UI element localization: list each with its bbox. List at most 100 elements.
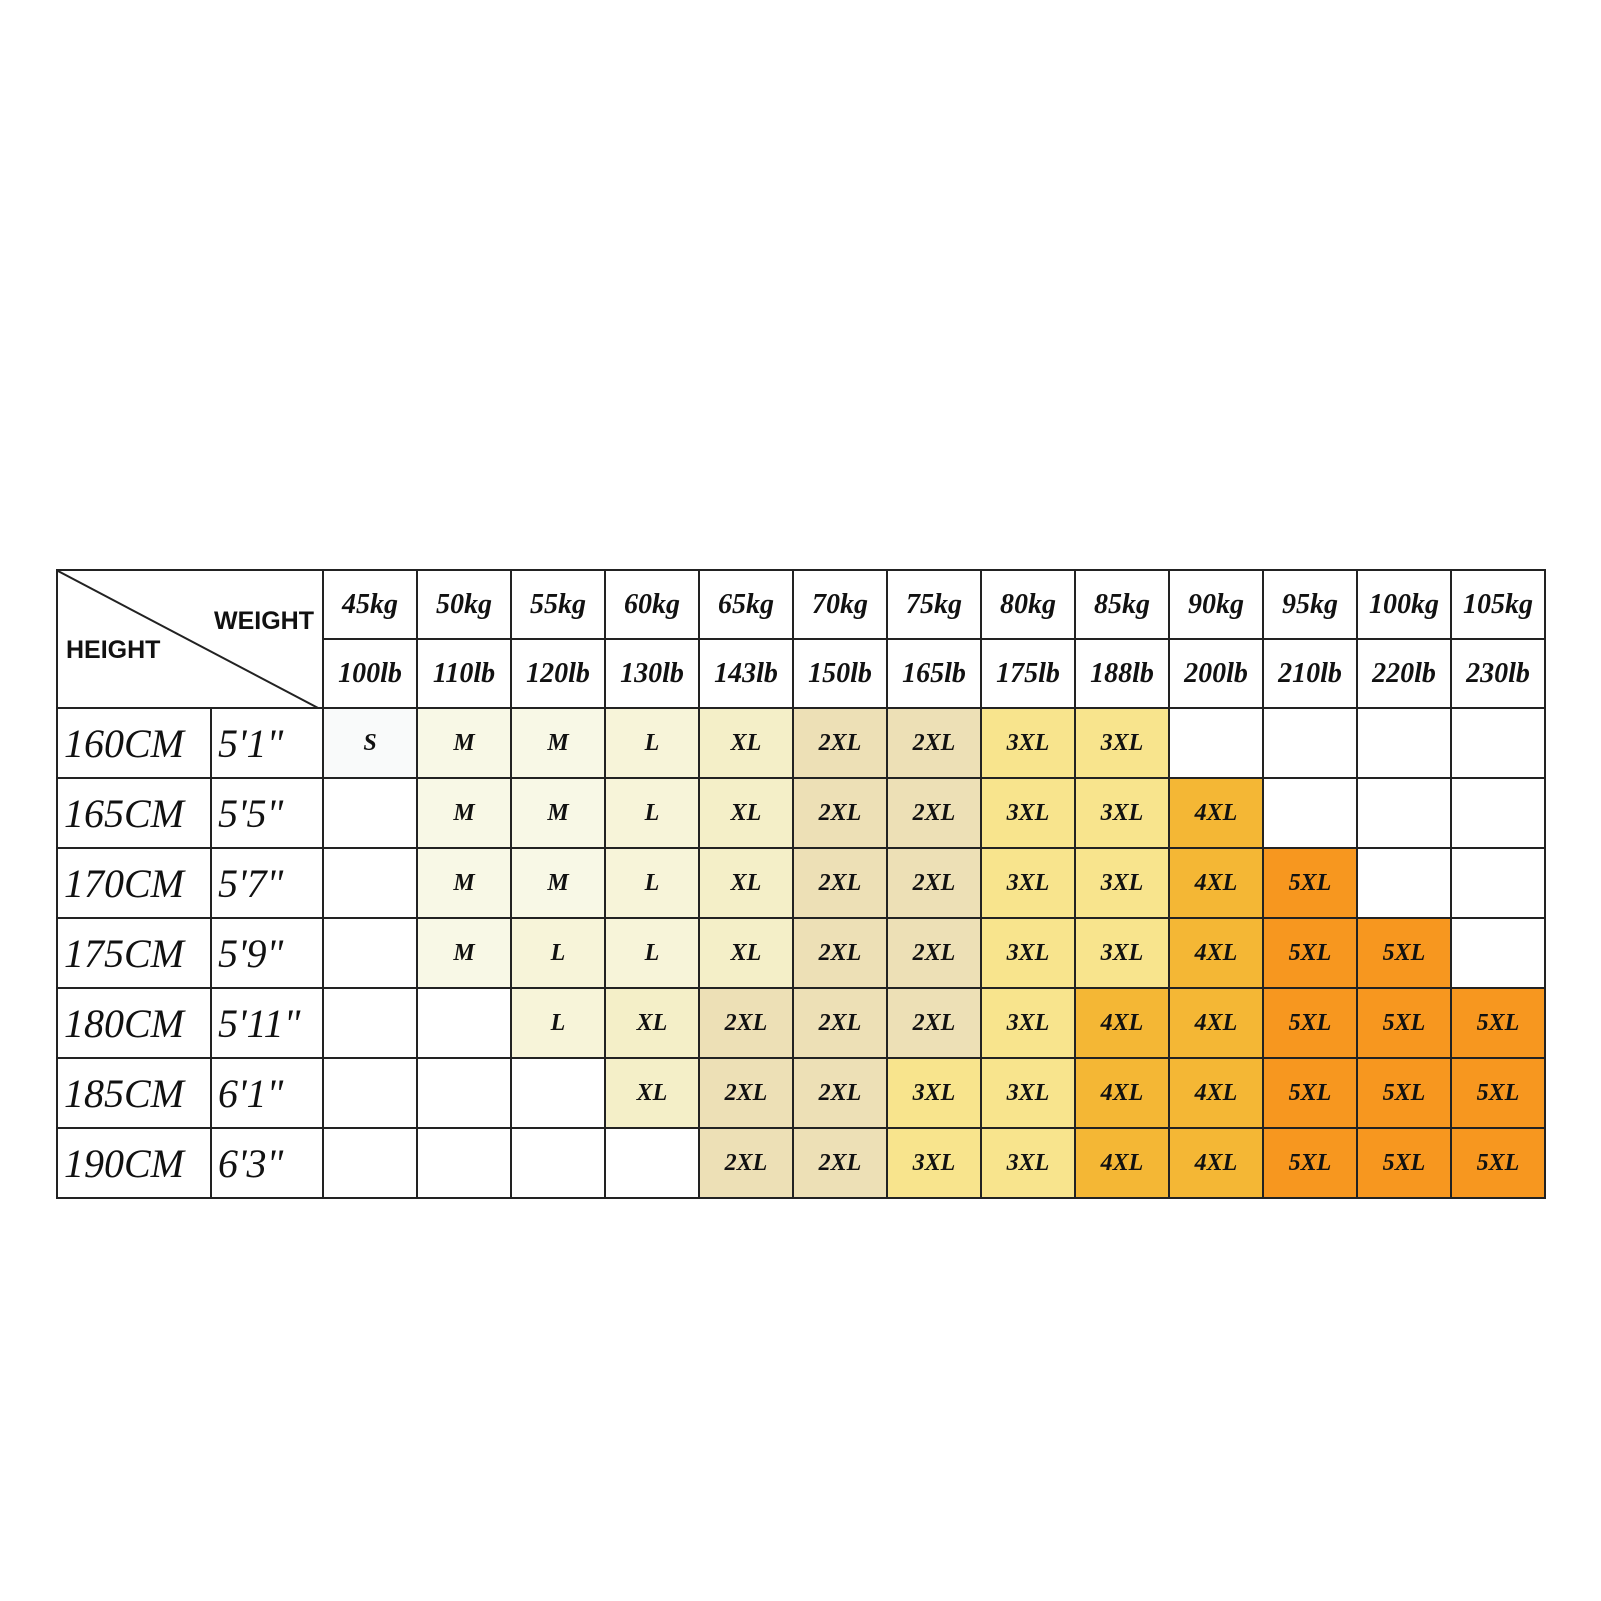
size-cell: 3XL: [980, 1127, 1076, 1199]
height-ft-cell: 5'9": [210, 917, 324, 989]
height-row: 185CM 6'1" XL 2XL 2XL 3XL 3XL 4XL 4XL 5XL 5XL 5XL: [56, 1057, 1546, 1129]
weight-kg-cell: 60kg: [604, 569, 700, 640]
size-cell: [1262, 777, 1358, 849]
size-cell: 2XL: [886, 777, 982, 849]
size-cell: 5XL: [1262, 1057, 1358, 1129]
weight-lb-cell: 100lb: [322, 638, 418, 709]
size-cell: XL: [604, 1057, 700, 1129]
size-cell: 2XL: [792, 917, 888, 989]
height-row: 170CM 5'7" M M L XL 2XL 2XL 3XL 3XL 4XL 5XL: [56, 847, 1546, 919]
size-cell: [1450, 847, 1546, 919]
weight-lb-cell: 210lb: [1262, 638, 1358, 709]
size-cell: L: [604, 917, 700, 989]
weight-kg-cell: 75kg: [886, 569, 982, 640]
height-row: 160CM 5'1" S M M L XL 2XL 2XL 3XL 3XL: [56, 707, 1546, 779]
size-cell: 3XL: [1074, 777, 1170, 849]
size-cell: 4XL: [1074, 1057, 1170, 1129]
size-cell: L: [604, 707, 700, 779]
size-cell: [416, 1057, 512, 1129]
weight-kg-cell: 85kg: [1074, 569, 1170, 640]
size-cell: 3XL: [1074, 707, 1170, 779]
height-ft-cell: 6'3": [210, 1127, 324, 1199]
size-cell: 5XL: [1356, 1127, 1452, 1199]
weight-lb-cell: 200lb: [1168, 638, 1264, 709]
height-row: 175CM 5'9" M L L XL 2XL 2XL 3XL 3XL 4XL 5XL 5XL: [56, 917, 1546, 989]
size-cell: 4XL: [1168, 777, 1264, 849]
weight-kg-cell: 45kg: [322, 569, 418, 640]
size-cell: 3XL: [980, 777, 1076, 849]
size-cell: [1168, 707, 1264, 779]
size-cell: 4XL: [1168, 1127, 1264, 1199]
size-cell: XL: [698, 847, 794, 919]
size-cell: M: [416, 777, 512, 849]
weight-lb-cell: 130lb: [604, 638, 700, 709]
weight-lb-cell: 220lb: [1356, 638, 1452, 709]
size-cell: 3XL: [886, 1127, 982, 1199]
size-cell: 3XL: [980, 847, 1076, 919]
weight-kg-row: WEIGHT HEIGHT 45kg 50kg 55kg 60kg 65kg 70kg 75…: [56, 569, 1546, 709]
height-ft-cell: 5'5": [210, 777, 324, 849]
size-cell: 4XL: [1074, 1127, 1170, 1199]
size-cell: [1356, 847, 1452, 919]
weight-kg-cell: 80kg: [980, 569, 1076, 640]
size-cell: L: [510, 917, 606, 989]
weight-lb-cell: 188lb: [1074, 638, 1170, 709]
height-cm-cell: 185CM: [56, 1057, 212, 1129]
header-corner-cell: WEIGHT HEIGHT: [56, 569, 324, 709]
size-cell: 3XL: [1074, 917, 1170, 989]
height-row: 190CM 6'3" 2XL 2XL 3XL 3XL 4XL 4XL 5XL 5XL 5XL: [56, 1127, 1546, 1199]
size-cell: [510, 1057, 606, 1129]
size-cell: [322, 1127, 418, 1199]
size-cell: [1262, 707, 1358, 779]
weight-kg-cell: 105kg: [1450, 569, 1546, 640]
size-cell: 5XL: [1262, 847, 1358, 919]
size-cell: 2XL: [792, 777, 888, 849]
weight-lb-cell: 110lb: [416, 638, 512, 709]
size-cell: S: [322, 707, 418, 779]
size-cell: 4XL: [1168, 847, 1264, 919]
size-cell: 5XL: [1262, 987, 1358, 1059]
diagonal-divider: [59, 572, 317, 706]
size-cell: 2XL: [792, 847, 888, 919]
size-cell: 2XL: [886, 987, 982, 1059]
size-cell: 5XL: [1450, 987, 1546, 1059]
size-cell: M: [416, 707, 512, 779]
size-cell: [1450, 917, 1546, 989]
size-cell: [322, 1057, 418, 1129]
weight-kg-cell: 90kg: [1168, 569, 1264, 640]
size-cell: 3XL: [886, 1057, 982, 1129]
weight-lb-cell: 150lb: [792, 638, 888, 709]
size-cell: 3XL: [1074, 847, 1170, 919]
height-row: 180CM 5'11" L XL 2XL 2XL 2XL 3XL 4XL 4XL 5XL 5XL 5XL: [56, 987, 1546, 1059]
size-cell: M: [416, 917, 512, 989]
weight-lb-cell: 165lb: [886, 638, 982, 709]
size-cell: [416, 987, 512, 1059]
size-cell: M: [510, 777, 606, 849]
size-cell: 2XL: [886, 707, 982, 779]
height-cm-cell: 160CM: [56, 707, 212, 779]
size-cell: XL: [698, 917, 794, 989]
height-cm-cell: 190CM: [56, 1127, 212, 1199]
size-cell: M: [510, 847, 606, 919]
size-cell: 2XL: [792, 707, 888, 779]
size-cell: M: [510, 707, 606, 779]
size-cell: [1450, 777, 1546, 849]
weight-kg-cell: 100kg: [1356, 569, 1452, 640]
size-cell: 2XL: [886, 847, 982, 919]
size-cell: 3XL: [980, 917, 1076, 989]
size-cell: 2XL: [792, 987, 888, 1059]
weight-kg-cell: 70kg: [792, 569, 888, 640]
size-cell: 2XL: [698, 987, 794, 1059]
size-cell: [604, 1127, 700, 1199]
height-cm-cell: 180CM: [56, 987, 212, 1059]
size-chart-table: WEIGHT HEIGHT 45kg 50kg 55kg 60kg 65kg 70kg 75…: [56, 569, 1546, 1199]
height-ft-cell: 5'11": [210, 987, 324, 1059]
size-cell: 4XL: [1168, 917, 1264, 989]
height-cm-cell: 170CM: [56, 847, 212, 919]
size-cell: 4XL: [1168, 1057, 1264, 1129]
size-cell: L: [510, 987, 606, 1059]
weight-lb-cell: 230lb: [1450, 638, 1546, 709]
size-cell: L: [604, 847, 700, 919]
weight-lb-cell: 175lb: [980, 638, 1076, 709]
height-cm-cell: 165CM: [56, 777, 212, 849]
